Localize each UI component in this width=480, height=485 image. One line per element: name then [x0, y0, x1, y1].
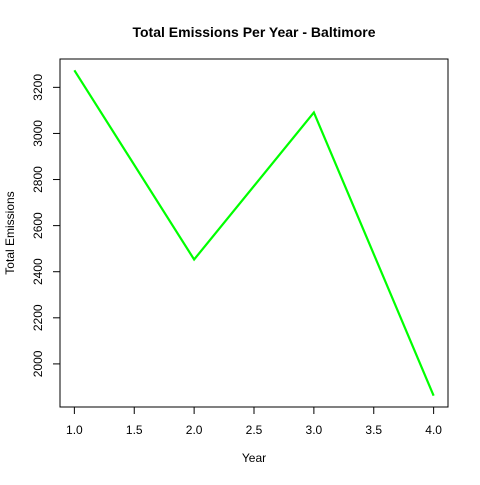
y-tick-label: 2800 [31, 166, 45, 193]
y-tick-label: 3000 [31, 120, 45, 147]
series-line-baltimore [73, 69, 435, 397]
x-axis-label: Year [242, 451, 266, 465]
y-tick-label: 2400 [31, 258, 45, 285]
y-tick-label: 3200 [31, 74, 45, 101]
chart-title: Total Emissions Per Year - Baltimore [132, 24, 375, 40]
series-group [73, 69, 435, 397]
x-tick-label: 1.0 [66, 423, 83, 437]
x-tick-label: 2.5 [246, 423, 263, 437]
x-tick-label: 1.5 [126, 423, 143, 437]
x-tick-label: 2.0 [186, 423, 203, 437]
x-tick-label: 3.0 [306, 423, 323, 437]
y-tick-label: 2000 [31, 350, 45, 377]
plot-frame [59, 58, 449, 408]
y-tick-label: 2600 [31, 212, 45, 239]
x-tick-label: 3.5 [365, 423, 382, 437]
y-tick-label: 2200 [31, 304, 45, 331]
x-tick-label: 4.0 [425, 423, 442, 437]
y-axis-label: Total Emissions [3, 191, 17, 274]
x-axis: 1.0 1.5 2.0 2.5 3.0 3.5 4.0 [66, 406, 442, 437]
y-axis: 2000 2200 2400 2600 2800 3000 3200 [31, 74, 61, 377]
